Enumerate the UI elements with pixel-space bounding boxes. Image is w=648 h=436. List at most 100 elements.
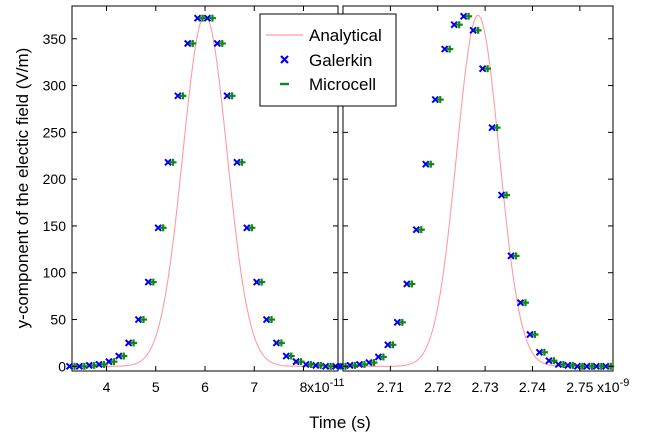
- right-galerkin-point-27: [592, 362, 600, 371]
- y-tick-label-2: 100: [43, 265, 67, 281]
- y-tick-label-4: 200: [43, 171, 67, 187]
- left-microcell-point-17: [238, 158, 246, 166]
- left-galerkin-point-21: [272, 339, 281, 347]
- legend-galerkin-swatch: [280, 55, 289, 64]
- left-microcell-point-11: [179, 92, 187, 100]
- left-microcell-point-20: [268, 316, 276, 324]
- left-galerkin-point-1: [75, 362, 84, 371]
- right-microcell-point-11: [446, 45, 454, 53]
- left-x-tick-label-0: 4: [103, 379, 111, 395]
- y-tick-label-5: 250: [43, 124, 67, 140]
- left-microcell-point-6: [130, 339, 138, 347]
- right-microcell-point-12: [455, 21, 463, 29]
- right-galerkin-point-7: [403, 280, 411, 288]
- left-galerkin-point-13: [193, 14, 202, 22]
- right-microcell-point-1: [351, 361, 359, 369]
- right-microcell-point-5: [389, 341, 397, 349]
- right-galerkin-point-17: [497, 191, 506, 199]
- right-galerkin-point-28: [602, 362, 610, 371]
- legend-analytical-label: Analytical: [309, 26, 382, 45]
- right-x-tick-label-3: 2.74: [519, 379, 546, 395]
- panel-right-x-axis: 2.71 2.72 2.73 2.74 2.75: [377, 6, 594, 395]
- left-microcell-point-4: [110, 358, 118, 366]
- panel-right-frame: [342, 5, 614, 372]
- right-galerkin-point-20: [526, 330, 534, 339]
- right-microcell-point-26: [588, 362, 596, 370]
- left-x-tick-label-2: 6: [201, 379, 209, 395]
- x-exponent-right-base: x10: [597, 379, 620, 395]
- left-microcell-point-8: [149, 278, 157, 286]
- left-galerkin-point-18: [243, 224, 251, 232]
- x-exponent-right: x10-9: [597, 377, 629, 395]
- right-microcell-point-4: [379, 353, 387, 361]
- left-galerkin-point-5: [115, 352, 123, 360]
- legend-microcell-label: Microcell: [309, 75, 376, 94]
- y-tick-label-6: 300: [43, 78, 67, 94]
- x-exponent-right-power: -9: [620, 377, 630, 389]
- left-microcell-point-19: [258, 278, 266, 286]
- left-galerkin-point-0: [65, 362, 74, 371]
- left-galerkin-point-23: [292, 357, 300, 366]
- left-galerkin-point-17: [233, 158, 241, 167]
- right-microcell-point-22: [550, 357, 558, 365]
- right-microcell-point-27: [597, 362, 605, 370]
- left-microcell-point-18: [248, 224, 256, 232]
- right-galerkin-point-13: [459, 12, 468, 21]
- left-x-tick-label-3: 7: [250, 379, 258, 395]
- left-galerkin-point-7: [134, 315, 143, 324]
- left-galerkin-point-6: [124, 339, 133, 347]
- x-axis-label: Time (s): [309, 413, 371, 432]
- y-axis: 0 50 100 150 200 250 300 350: [43, 31, 613, 374]
- right-microcell-point-23: [559, 360, 567, 368]
- right-microcell-point-18: [512, 252, 520, 260]
- left-microcell-point-21: [277, 339, 285, 347]
- left-galerkin-point-14: [203, 14, 212, 22]
- left-galerkin-point-9: [154, 224, 162, 232]
- left-galerkin-point-16: [223, 92, 231, 100]
- left-galerkin-point-12: [184, 39, 192, 48]
- right-microcell-point-19: [522, 299, 529, 307]
- x-exponent-left: x10-11: [307, 377, 345, 395]
- right-microcell-point-20: [531, 331, 539, 338]
- right-microcell-point-2: [360, 360, 368, 368]
- left-microcell-point-2: [90, 361, 98, 369]
- legend-galerkin-label: Galerkin: [309, 51, 372, 70]
- left-x-tick-label-4: 8: [300, 379, 308, 395]
- left-microcell-point-7: [139, 316, 147, 324]
- right-galerkin-point-6: [393, 318, 402, 327]
- left-microcell-point-25: [317, 361, 325, 369]
- left-microcell-point-23: [297, 358, 305, 366]
- right-galerkin-point-18: [507, 252, 515, 260]
- left-microcell-point-26: [327, 362, 335, 370]
- right-galerkin-point-11: [441, 45, 449, 53]
- left-microcell-point-12: [189, 39, 197, 47]
- right-x-tick-label-2: 2.73: [471, 379, 498, 395]
- right-microcell-point-7: [408, 280, 416, 288]
- right-galerkin-point-12: [450, 21, 458, 29]
- right-galerkin-point-21: [535, 348, 544, 356]
- left-microcell-point-9: [159, 224, 167, 232]
- left-galerkin-point-20: [262, 315, 271, 324]
- right-galerkin-point-4: [374, 353, 383, 361]
- left-microcell-point-13: [199, 14, 207, 22]
- left-galerkin-point-10: [164, 158, 172, 167]
- right-x-tick-label-1: 2.72: [424, 379, 451, 395]
- right-galerkin-point-0: [336, 362, 345, 371]
- legend: Analytical Galerkin Microcell: [259, 13, 397, 107]
- panel-left-plot: [65, 14, 344, 371]
- right-x-tick-label-4: 2.75: [566, 379, 593, 395]
- left-galerkin-point-11: [174, 92, 182, 100]
- y-tick-label-1: 50: [50, 312, 66, 328]
- right-microcell-point-3: [370, 359, 378, 367]
- left-microcell-point-24: [307, 360, 315, 368]
- right-microcell-point-16: [493, 124, 501, 132]
- right-x-tick-label-0: 2.71: [377, 379, 404, 395]
- right-microcell-point-13: [465, 12, 473, 20]
- panel-right-plot: [336, 12, 615, 371]
- left-microcell-point-14: [208, 14, 216, 22]
- right-microcell-point-17: [503, 191, 511, 199]
- left-microcell-point-22: [287, 352, 295, 360]
- right-galerkin-point-14: [469, 26, 477, 35]
- right-microcell-point-9: [427, 160, 435, 168]
